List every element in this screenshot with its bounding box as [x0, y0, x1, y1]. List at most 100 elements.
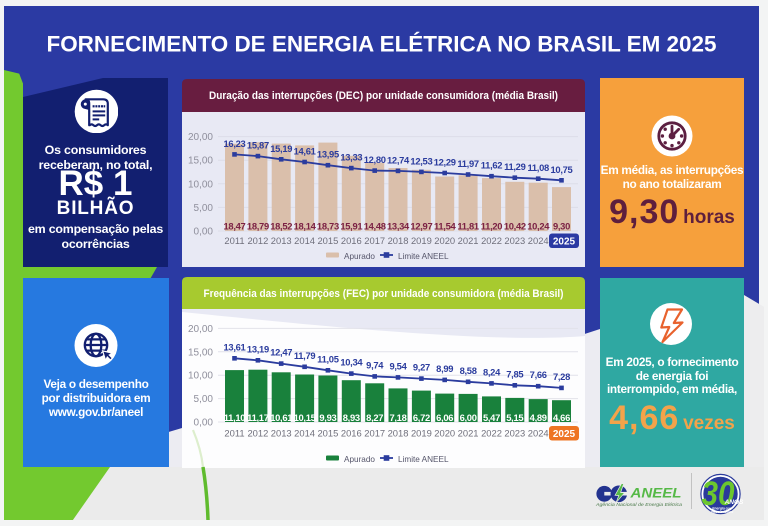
svg-text:11,05: 11,05 [317, 353, 339, 364]
svg-text:2020: 2020 [434, 235, 455, 246]
svg-text:18,73: 18,73 [317, 221, 339, 232]
svg-text:11,97: 11,97 [457, 158, 479, 169]
svg-text:11,79: 11,79 [294, 350, 316, 361]
svg-text:7,66: 7,66 [530, 369, 547, 380]
svg-text:15,91: 15,91 [340, 221, 362, 232]
svg-text:12,29: 12,29 [434, 157, 456, 168]
svg-text:9,93: 9,93 [319, 412, 336, 423]
svg-text:11,08: 11,08 [527, 162, 549, 173]
svg-text:FORNECIMENTO DE ENERGIA ELÉTRI: FORNECIMENTO DE ENERGIA ELÉTRICA NO BRAS… [47, 32, 717, 57]
svg-text:11,29: 11,29 [504, 161, 526, 172]
svg-text:2018: 2018 [388, 428, 409, 439]
svg-text:2016: 2016 [341, 235, 362, 246]
svg-text:7,28: 7,28 [553, 371, 570, 382]
svg-text:18,47: 18,47 [224, 221, 246, 232]
svg-text:8,93: 8,93 [343, 412, 360, 423]
svg-text:2014: 2014 [294, 428, 315, 439]
svg-text:2011: 2011 [224, 428, 244, 439]
svg-text:14,48: 14,48 [364, 221, 386, 232]
svg-text:13,95: 13,95 [317, 149, 339, 160]
svg-text:30: 30 [702, 475, 735, 513]
svg-text:Limite ANEEL: Limite ANEEL [398, 455, 449, 464]
svg-text:4,66: 4,66 [553, 412, 570, 423]
svg-text:15,00: 15,00 [188, 156, 213, 167]
svg-text:12,97: 12,97 [410, 221, 432, 232]
svg-text:11,62: 11,62 [481, 160, 503, 171]
svg-text:2015: 2015 [317, 235, 338, 246]
svg-text:10,00: 10,00 [188, 179, 213, 190]
svg-text:13,33: 13,33 [340, 152, 362, 163]
svg-text:5,47: 5,47 [483, 412, 500, 423]
svg-text:7,18: 7,18 [389, 412, 406, 423]
svg-text:13,19: 13,19 [247, 343, 269, 354]
svg-text:2021: 2021 [458, 235, 479, 246]
svg-text:6,06: 6,06 [436, 412, 453, 423]
svg-text:Agência Nacional de Energia El: Agência Nacional de Energia Elétrica [595, 502, 683, 507]
svg-text:2024: 2024 [528, 235, 549, 246]
svg-text:4,89: 4,89 [530, 412, 547, 423]
svg-text:10,75: 10,75 [551, 164, 573, 175]
svg-text:5,15: 5,15 [506, 412, 523, 423]
svg-text:2012: 2012 [247, 235, 268, 246]
svg-text:13,61: 13,61 [224, 341, 246, 352]
svg-text:Limite ANEEL: Limite ANEEL [398, 252, 449, 261]
svg-text:Duração das interrupções (DEC): Duração das interrupções (DEC) por unida… [209, 90, 558, 102]
svg-text:14,61: 14,61 [294, 146, 316, 157]
svg-text:8,27: 8,27 [366, 412, 383, 423]
svg-text:15,00: 15,00 [188, 347, 213, 358]
svg-text:move o futuro: move o futuro [711, 510, 734, 514]
svg-text:9,30: 9,30 [553, 221, 570, 232]
svg-text:2022: 2022 [481, 235, 502, 246]
svg-text:6,72: 6,72 [413, 412, 430, 423]
svg-text:0,00: 0,00 [194, 227, 214, 238]
svg-text:18,52: 18,52 [270, 221, 292, 232]
svg-text:2020: 2020 [434, 428, 455, 439]
svg-text:10,42: 10,42 [504, 221, 526, 232]
svg-text:Apurado: Apurado [344, 252, 375, 261]
svg-text:2019: 2019 [411, 235, 432, 246]
svg-text:2025: 2025 [553, 429, 576, 440]
svg-text:11,17: 11,17 [247, 412, 269, 423]
svg-text:2012: 2012 [247, 428, 268, 439]
svg-text:10,15: 10,15 [294, 412, 316, 423]
svg-text:2013: 2013 [271, 235, 292, 246]
svg-text:ANOS: ANOS [724, 499, 744, 506]
svg-text:9,74: 9,74 [366, 359, 384, 370]
svg-text:5,00: 5,00 [194, 394, 214, 405]
svg-text:5,00: 5,00 [194, 203, 214, 214]
svg-text:10,61: 10,61 [270, 412, 292, 423]
svg-text:0,00: 0,00 [194, 418, 214, 429]
svg-text:2024: 2024 [528, 428, 549, 439]
svg-text:8,99: 8,99 [436, 363, 453, 374]
svg-text:18,14: 18,14 [294, 221, 317, 232]
svg-text:11,20: 11,20 [481, 221, 503, 232]
svg-text:7,85: 7,85 [506, 368, 523, 379]
svg-text:6,00: 6,00 [460, 412, 477, 423]
svg-text:15,19: 15,19 [270, 143, 292, 154]
svg-text:2017: 2017 [364, 428, 385, 439]
svg-text:8,24: 8,24 [483, 366, 501, 377]
svg-text:2023: 2023 [504, 428, 525, 439]
svg-text:Apurado: Apurado [344, 455, 375, 464]
svg-text:15,87: 15,87 [247, 140, 269, 151]
svg-text:2016: 2016 [341, 428, 362, 439]
svg-text:16,23: 16,23 [224, 138, 246, 149]
svg-text:2015: 2015 [317, 428, 338, 439]
svg-text:2014: 2014 [294, 235, 315, 246]
svg-text:10,00: 10,00 [188, 371, 213, 382]
svg-text:20,00: 20,00 [188, 132, 213, 143]
svg-text:2021: 2021 [458, 428, 479, 439]
svg-text:Energia que: Energia que [712, 507, 732, 511]
svg-text:10,34: 10,34 [340, 357, 363, 368]
svg-text:18,79: 18,79 [247, 221, 269, 232]
svg-text:2022: 2022 [481, 428, 502, 439]
svg-text:Frequência das interrupções (F: Frequência das interrupções (FEC) por un… [204, 288, 564, 300]
svg-text:2023: 2023 [504, 235, 525, 246]
svg-text:9,54: 9,54 [389, 360, 407, 371]
svg-text:2025: 2025 [553, 237, 576, 248]
svg-text:2011: 2011 [224, 235, 244, 246]
svg-text:12,47: 12,47 [270, 347, 292, 358]
svg-text:13,34: 13,34 [387, 221, 410, 232]
svg-text:11,10: 11,10 [224, 412, 246, 423]
svg-text:ANEEL: ANEEL [629, 486, 681, 501]
